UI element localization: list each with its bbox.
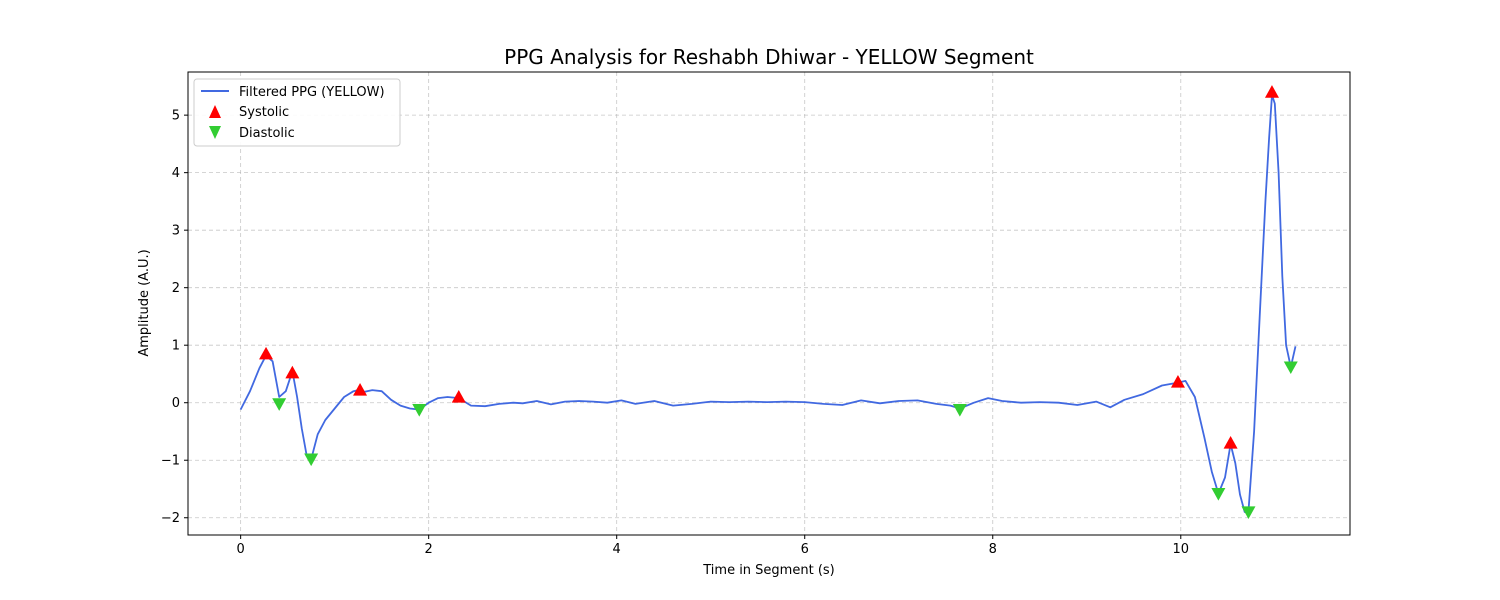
y-tick-label: 2 bbox=[172, 281, 180, 296]
chart-title: PPG Analysis for Reshabh Dhiwar - YELLOW… bbox=[504, 45, 1034, 69]
x-axis-label: Time in Segment (s) bbox=[702, 563, 834, 578]
axes: 0 2 4 6 8 10 −2 −1 0 1 2 3 4 5 bbox=[161, 109, 1189, 557]
systolic-marker bbox=[1223, 435, 1238, 449]
y-tick-label: −2 bbox=[161, 511, 180, 526]
systolic-marker bbox=[451, 389, 466, 403]
systolic-marker bbox=[1170, 375, 1185, 388]
diastolic-marker bbox=[1283, 361, 1298, 375]
x-tick-label: 2 bbox=[425, 542, 433, 557]
legend: Filtered PPG (YELLOW) Systolic Diastolic bbox=[193, 78, 401, 147]
diastolic-marker bbox=[304, 453, 319, 467]
diastolic-marker bbox=[952, 404, 967, 417]
series-line-filtered-ppg bbox=[239, 94, 1297, 513]
legend-box bbox=[193, 78, 401, 147]
diastolic-marker bbox=[1211, 487, 1226, 501]
y-tick-label: 5 bbox=[172, 109, 180, 124]
x-tick-label: 10 bbox=[1173, 542, 1190, 557]
y-tick-label: −1 bbox=[161, 454, 180, 469]
systolic-marker bbox=[1264, 85, 1279, 98]
y-tick-label: 0 bbox=[172, 396, 180, 411]
markers bbox=[259, 85, 1298, 519]
legend-label-filtered: Filtered PPG (YELLOW) bbox=[239, 85, 385, 100]
grid bbox=[188, 72, 1350, 535]
x-tick-label: 6 bbox=[801, 542, 809, 557]
legend-label-diastolic: Diastolic bbox=[239, 126, 295, 141]
diastolic-marker bbox=[272, 398, 287, 411]
plot-frame bbox=[187, 71, 1351, 536]
systolic-marker bbox=[353, 383, 368, 396]
legend-diastolic-marker bbox=[209, 126, 221, 139]
y-tick-label: 1 bbox=[172, 339, 180, 354]
legend-systolic-marker bbox=[209, 105, 221, 118]
plot-area bbox=[239, 94, 1297, 513]
y-axis-label: Amplitude (A.U.) bbox=[137, 249, 152, 356]
diastolic-marker bbox=[1241, 506, 1256, 519]
y-tick-label: 4 bbox=[172, 166, 180, 181]
y-tick-label: 3 bbox=[172, 224, 180, 239]
x-tick-label: 8 bbox=[989, 542, 997, 557]
x-tick-label: 4 bbox=[613, 542, 621, 557]
systolic-marker bbox=[259, 346, 274, 360]
x-tick-label: 0 bbox=[237, 542, 245, 557]
systolic-marker bbox=[285, 365, 300, 379]
legend-label-systolic: Systolic bbox=[239, 105, 289, 120]
diastolic-marker bbox=[412, 404, 427, 417]
